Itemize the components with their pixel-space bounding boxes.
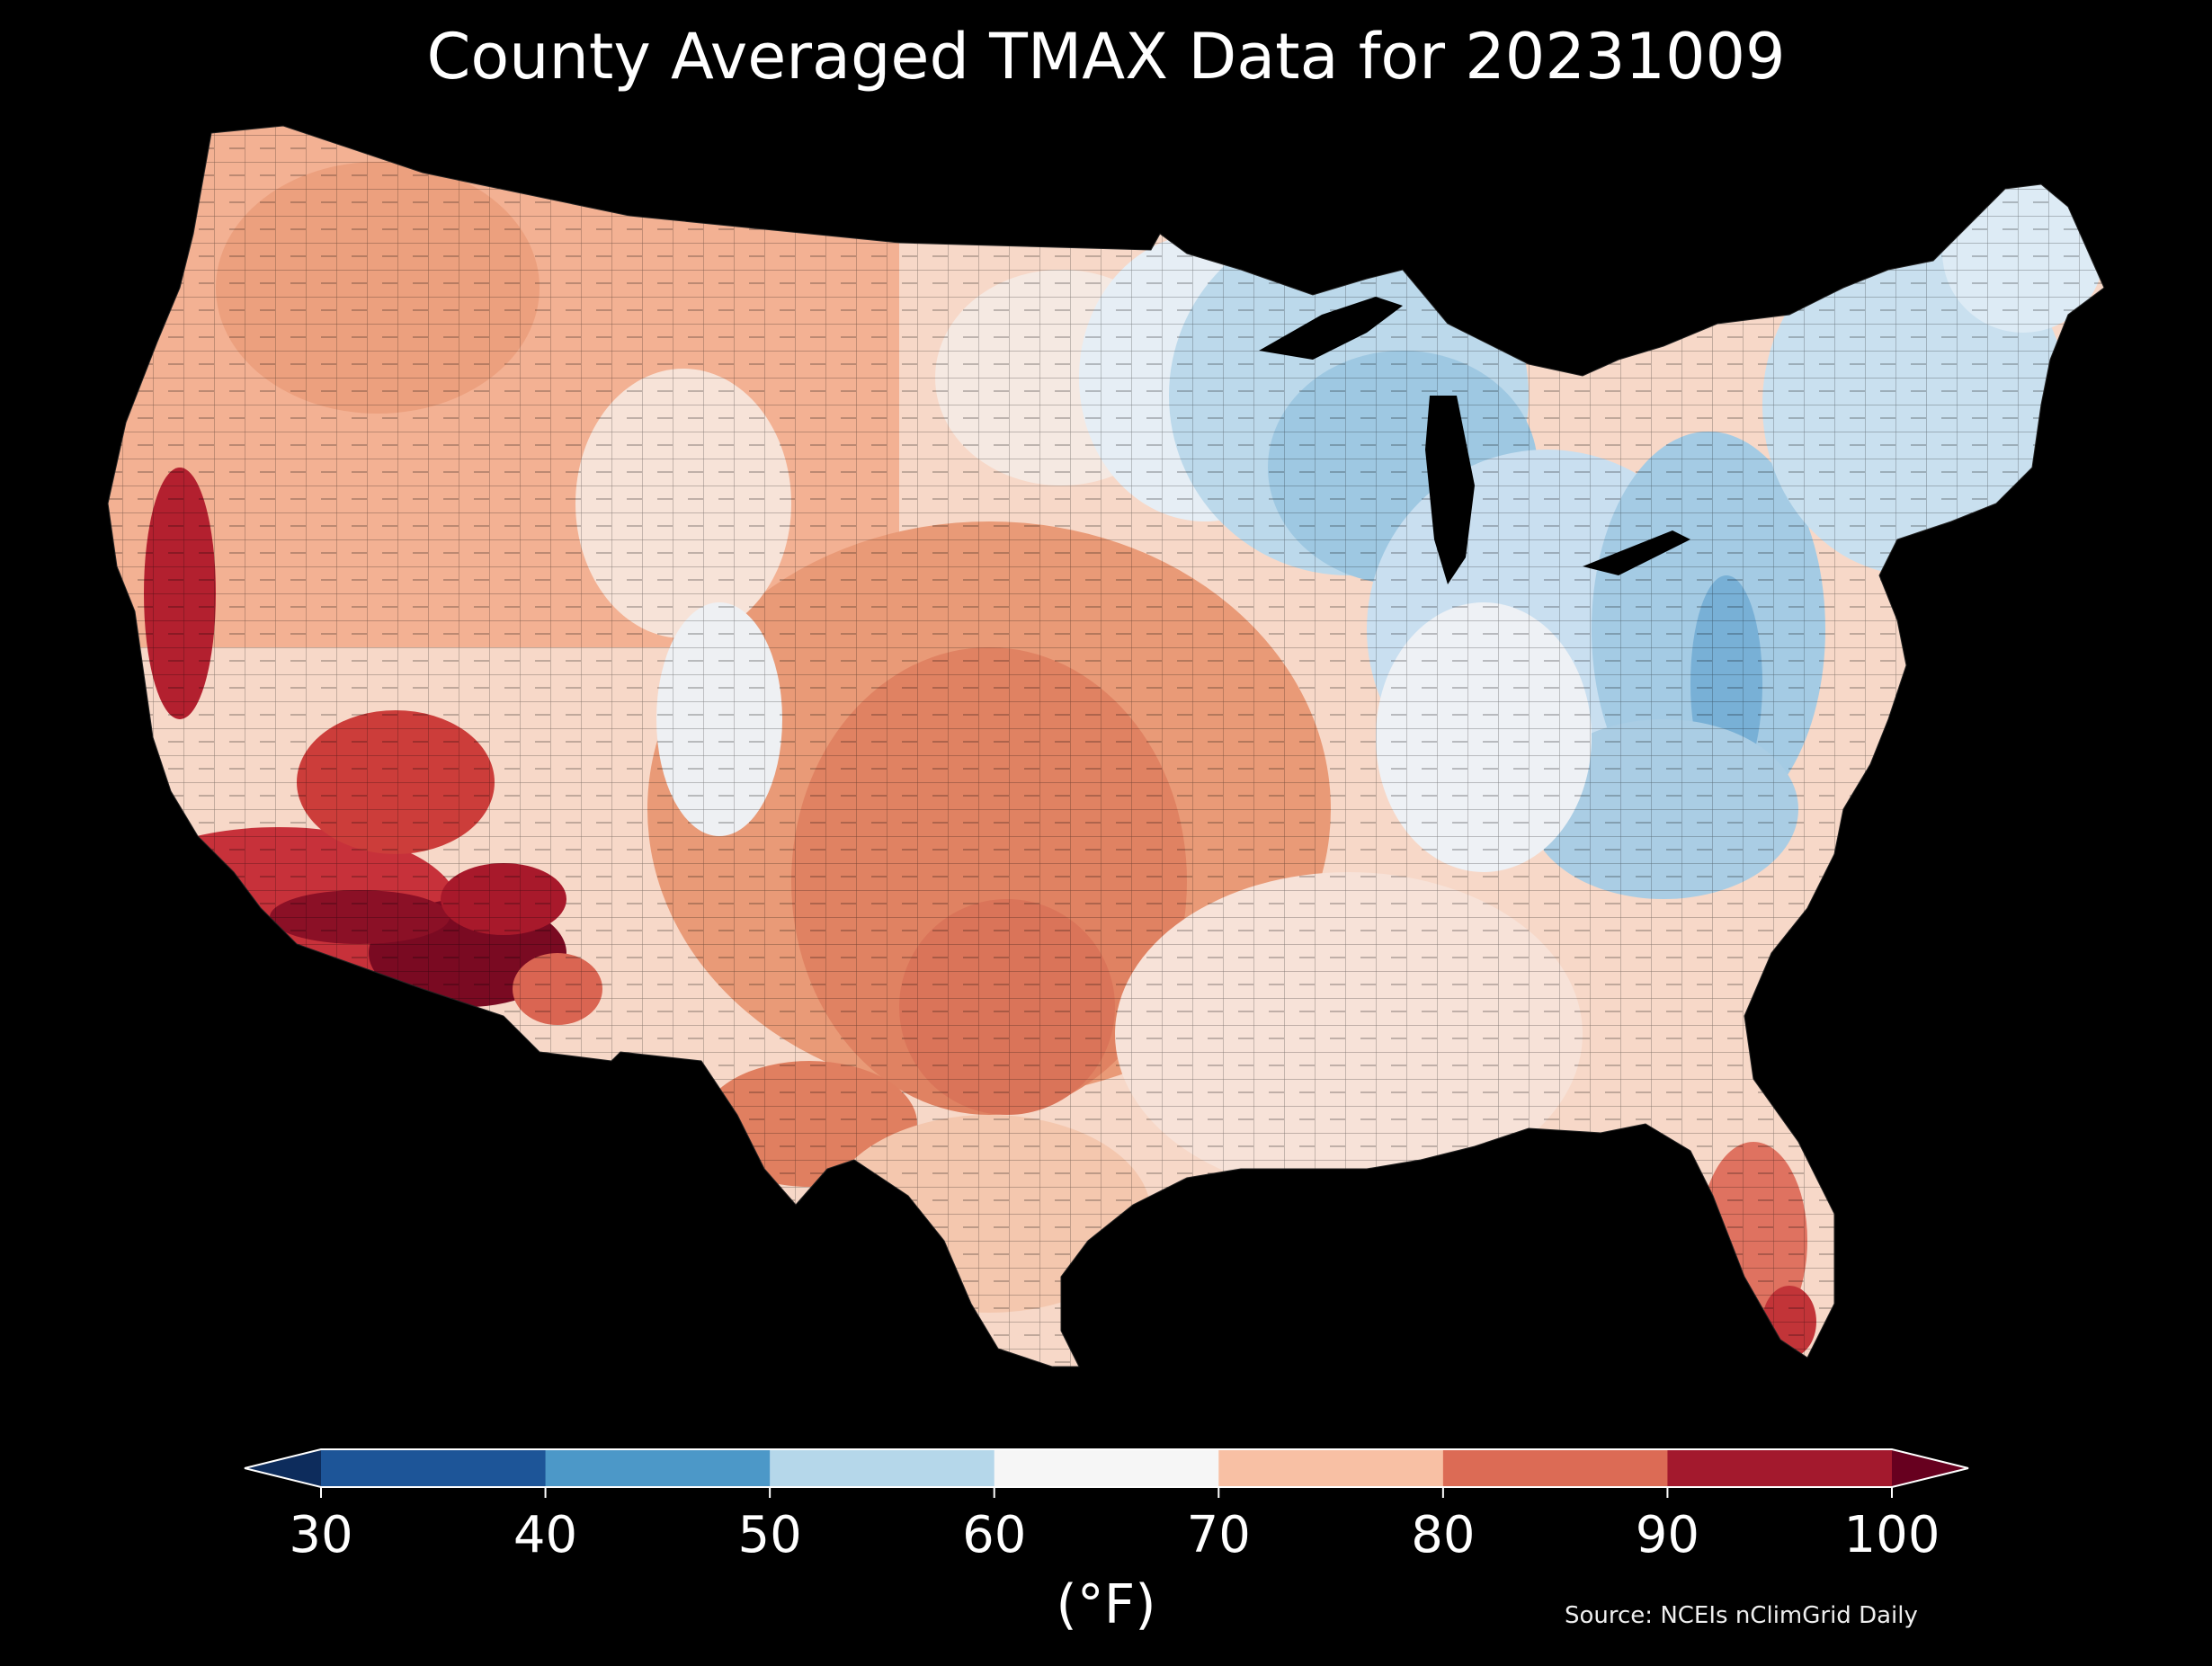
map-title: County Averaged TMAX Data for 20231009 [426,20,1786,94]
colorbar-tick-label: 40 [513,1506,578,1564]
colorbar-under-extension [245,1449,321,1487]
lake-erie [1583,530,1690,575]
source-note: Source: NCEIs nClimGrid Daily [1565,1602,1918,1629]
colorbar-tick-label: 30 [289,1506,353,1564]
colorbar-over-extension [1892,1449,1968,1487]
colorbar-bin [1218,1449,1444,1487]
lake-superior [1259,297,1403,360]
colorbar-bin [770,1449,995,1487]
colorbar-bin [545,1449,771,1487]
colorbar-tick-label: 100 [1843,1506,1940,1564]
colorbar-unit-label: (°F) [1056,1573,1156,1636]
colorbar-tick-label: 50 [737,1506,802,1564]
us-outline [107,125,2105,1368]
colorbar-tick-label: 90 [1635,1506,1700,1564]
colorbar-bin [321,1449,547,1487]
colorbar-tick-label: 60 [962,1506,1027,1564]
colorbar-bin [1442,1449,1668,1487]
colorbar-tick-label: 70 [1186,1506,1251,1564]
colorbar-bin [1667,1449,1893,1487]
colorbar-tick-label: 80 [1411,1506,1476,1564]
colorbar-bin [994,1449,1219,1487]
lake-michigan [1425,396,1475,584]
